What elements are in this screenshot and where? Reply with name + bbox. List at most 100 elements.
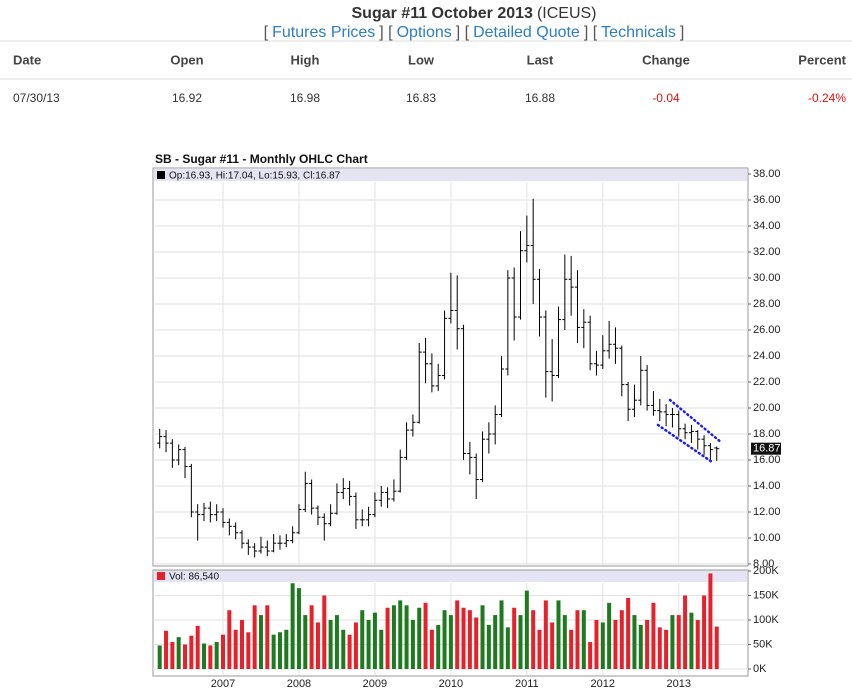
nav-bracket: ] <box>680 24 684 41</box>
volume-bar <box>708 573 713 669</box>
exchange-text: (ICEUS) <box>537 5 597 22</box>
volume-bar <box>448 615 453 669</box>
x-tick-label: 2013 <box>667 678 691 690</box>
column-header: Change <box>642 52 690 67</box>
volume-bar <box>176 637 181 669</box>
volume-bar <box>518 615 523 669</box>
volume-bar <box>227 610 232 669</box>
x-tick-label: 2007 <box>211 678 235 690</box>
volume-bar <box>347 634 352 669</box>
volume-bar <box>170 642 175 669</box>
volume-bar <box>594 620 599 669</box>
volume-bar <box>423 602 428 669</box>
table-cell: 16.98 <box>290 91 320 105</box>
volume-bar <box>309 605 314 669</box>
volume-bar <box>493 615 498 669</box>
y-tick-label: 50K <box>753 638 773 650</box>
x-tick-label: 2009 <box>363 678 387 690</box>
volume-bar <box>290 583 295 669</box>
volume-bar <box>638 624 643 669</box>
volume-legend: Vol: 86,540 <box>169 572 219 583</box>
volume-bar <box>328 620 333 669</box>
table-cell: -0.04 <box>652 91 680 105</box>
volume-bar <box>632 615 637 669</box>
volume-bar <box>695 620 700 669</box>
column-header: Open <box>170 52 203 67</box>
volume-bar <box>284 629 289 669</box>
volume-bar <box>417 607 422 669</box>
volume-bar <box>676 615 681 669</box>
volume-bar <box>505 627 510 669</box>
volume-bar <box>619 610 624 669</box>
nav-link[interactable]: Options <box>397 24 452 41</box>
volume-bar <box>556 600 561 669</box>
volume-bar <box>277 632 282 669</box>
nav-link[interactable]: Detailed Quote <box>473 24 580 41</box>
column-header: Last <box>527 52 554 67</box>
volume-bar <box>252 605 257 669</box>
volume-bar <box>543 600 548 669</box>
table-cell: 16.88 <box>525 91 555 105</box>
volume-bar <box>524 590 529 669</box>
x-tick-label: 2011 <box>515 678 539 690</box>
volume-bar <box>575 610 580 669</box>
nav-bracket: ] [ <box>456 24 470 41</box>
volume-bar <box>657 627 662 669</box>
volume-bar <box>486 624 491 669</box>
volume-bar <box>195 625 200 669</box>
volume-bar <box>391 605 396 669</box>
volume-bar <box>664 629 669 669</box>
volume-bar <box>550 622 555 669</box>
nav-bar: [Futures Prices] [Options] [Detailed Quo… <box>264 24 685 41</box>
quote-title: Sugar #11 October 2013 (ICEUS) <box>352 5 597 22</box>
table-cell: 07/30/13 <box>13 91 60 105</box>
x-tick-label: 2012 <box>591 678 615 690</box>
volume-bar <box>246 632 251 669</box>
volume-bar <box>442 610 447 669</box>
nav-link[interactable]: Futures Prices <box>272 24 375 41</box>
volume-bar <box>531 610 536 669</box>
y-tick-label: 12.00 <box>753 506 781 518</box>
volume-bar <box>499 600 504 669</box>
nav-link[interactable]: Technicals <box>601 24 676 41</box>
x-tick-label: 2008 <box>287 678 311 690</box>
y-tick-label: 16.00 <box>753 454 781 466</box>
volume-bar <box>455 600 460 669</box>
volume-bar <box>645 620 650 669</box>
y-tick-label: 34.00 <box>753 220 781 232</box>
volume-bar <box>588 642 593 669</box>
volume-bar <box>239 620 244 669</box>
x-tick-label: 2010 <box>439 678 463 690</box>
volume-bar <box>157 645 162 669</box>
volume-bar <box>714 626 719 669</box>
volume-bar <box>208 645 213 669</box>
legend-swatch <box>157 171 165 179</box>
volume-bar <box>341 629 346 669</box>
volume-bar <box>296 588 301 669</box>
volume-bar <box>353 622 358 669</box>
volume-bar <box>221 634 225 669</box>
volume-bar <box>265 605 270 669</box>
y-tick-label: 28.00 <box>753 298 781 310</box>
volume-bar <box>164 630 169 669</box>
y-tick-label: 18.00 <box>753 428 781 440</box>
legend-band <box>154 169 747 181</box>
y-tick-label: 14.00 <box>753 480 781 492</box>
y-tick-label: 8.00 <box>753 558 774 570</box>
y-tick-label: 0K <box>753 663 767 675</box>
volume-bar <box>600 622 605 669</box>
column-header: Date <box>13 52 41 67</box>
volume-bar <box>258 615 263 669</box>
volume-bar <box>651 602 656 669</box>
volume-bar <box>398 600 403 669</box>
volume-bar <box>404 605 409 669</box>
last-price-label: 16.87 <box>753 443 781 455</box>
volume-bar <box>315 622 320 669</box>
y-tick-label: 24.00 <box>753 350 781 362</box>
y-tick-label: 10.00 <box>753 532 781 544</box>
volume-bar <box>436 624 441 669</box>
volume-bar <box>683 595 688 669</box>
volume-bar <box>461 607 466 669</box>
last-price-box <box>751 442 781 455</box>
